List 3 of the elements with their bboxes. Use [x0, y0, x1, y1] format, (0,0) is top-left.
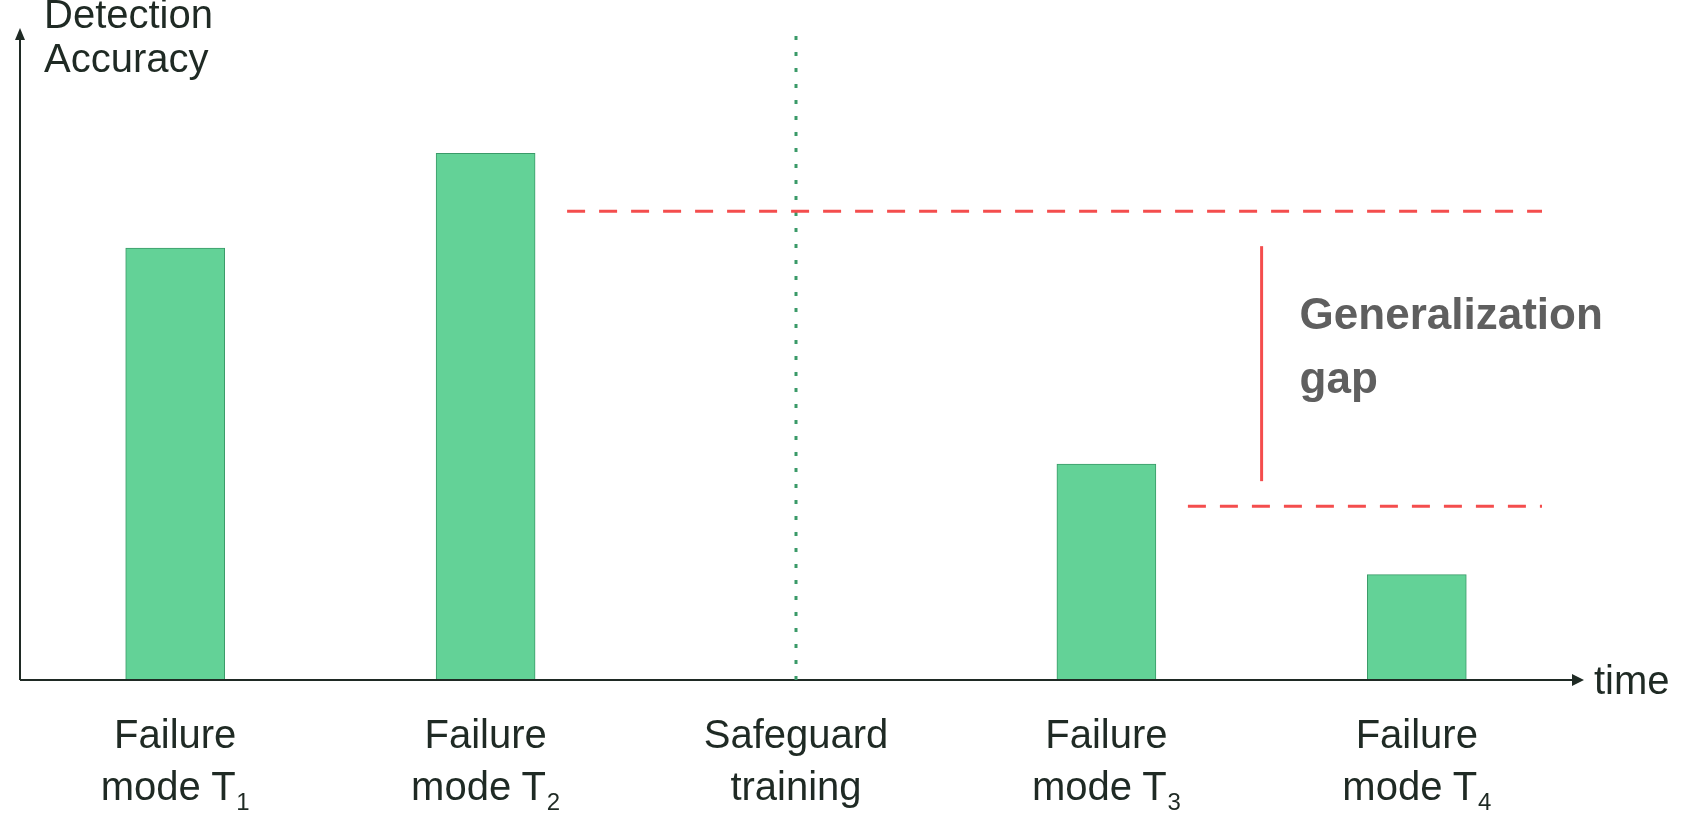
x-axis-title: time	[1594, 658, 1670, 702]
x-tick-label: Safeguard training	[703, 712, 889, 808]
annotation: Generalization gap	[1299, 288, 1603, 402]
